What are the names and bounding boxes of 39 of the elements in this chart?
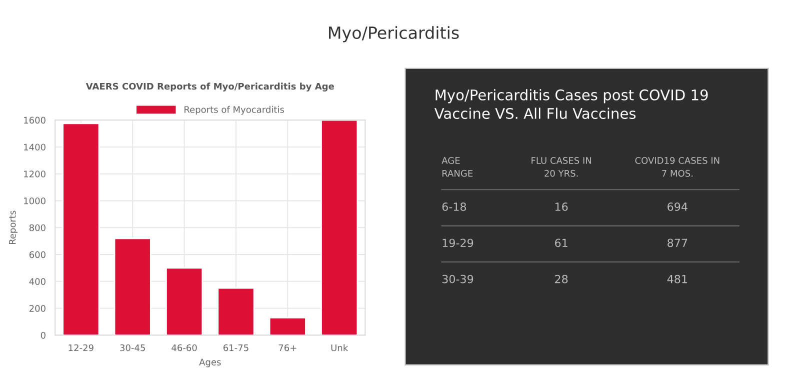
bar [114,238,152,336]
text: 19-29 [442,238,474,248]
y-tick-label: 400 [29,278,46,285]
text: 16 [555,202,568,211]
y-tick-label: 1200 [24,170,46,178]
x-axis-title: Ages [199,358,221,368]
x-tick-label: 46-60 [172,344,197,352]
bar [62,122,100,336]
text: Myo/Pericarditis Cases post COVID 19 Vaccine VS. All Flu Vaccines [434,89,708,119]
text: 61 [555,238,568,248]
text: 694 [668,202,688,211]
text: COVID19 CASES IN 7 MOS. [635,157,720,177]
y-tick-label: 0 [40,332,46,339]
bar [268,316,306,336]
x-tick-label: 30-45 [120,344,145,352]
text: 30-39 [442,274,474,284]
y-tick-label: 600 [29,251,46,258]
y-tick-label: 1600 [24,116,46,124]
y-tick-label: 1000 [24,197,46,204]
bar [320,120,358,336]
y-tick-label: 1400 [24,144,46,151]
x-tick-label: Unk [331,344,348,352]
x-tick-label: 12-29 [68,344,94,352]
y-axis-title: Reports [9,210,18,244]
text: 28 [555,274,568,284]
y-tick-label: 200 [29,305,46,312]
x-tick-label: 76+ [278,344,296,352]
text: Myo/Pericarditis [329,26,459,42]
chart-title: VAERS COVID Reports of Myo/Pericarditis by Age [86,82,334,92]
text: 877 [668,238,688,248]
x-tick-label: 61-75 [223,344,248,352]
y-tick-label: 800 [29,224,46,232]
text: 481 [667,274,687,284]
text: AGE RANGE [442,157,473,177]
bar [166,267,204,336]
bar [217,287,255,336]
text: 6-18 [442,202,466,211]
text: FLU CASES IN 20 YRS. [532,157,592,177]
legend-label: Reports of Myocarditis [184,106,284,115]
